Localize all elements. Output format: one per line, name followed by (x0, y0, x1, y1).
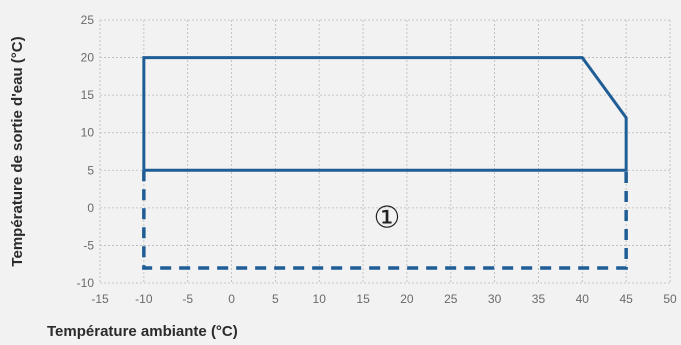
x-tick-label: 45 (619, 292, 633, 306)
x-tick-label: 40 (576, 292, 590, 306)
y-tick-label: 0 (87, 201, 94, 215)
x-tick-label: 5 (272, 292, 279, 306)
zone-label: ① (373, 200, 400, 235)
x-tick-label: 0 (228, 292, 235, 306)
y-tick-label: 15 (81, 88, 95, 102)
x-tick-label: 15 (356, 292, 370, 306)
x-tick-label: 50 (663, 292, 677, 306)
operating-range-line (144, 58, 626, 171)
x-axis-title: Température ambiante (°C) (47, 323, 238, 340)
y-tick-label: 25 (81, 13, 95, 27)
x-tick-label: -15 (91, 292, 109, 306)
y-tick-label: -10 (77, 276, 95, 290)
y-axis-title: Température de sortie d'eau (°C) (9, 36, 26, 266)
y-tick-label: 5 (87, 163, 94, 177)
x-tick-label: 30 (488, 292, 502, 306)
x-tick-label: 35 (532, 292, 546, 306)
x-tick-label: 25 (444, 292, 458, 306)
y-tick-label: -5 (83, 238, 94, 252)
series (144, 58, 626, 268)
x-tick-label: 20 (400, 292, 414, 306)
y-tick-label: 20 (81, 51, 95, 65)
x-tick-label: -5 (182, 292, 193, 306)
y-tick-label: 10 (81, 126, 95, 140)
x-tick-label: -10 (135, 292, 153, 306)
x-tick-label: 10 (313, 292, 327, 306)
